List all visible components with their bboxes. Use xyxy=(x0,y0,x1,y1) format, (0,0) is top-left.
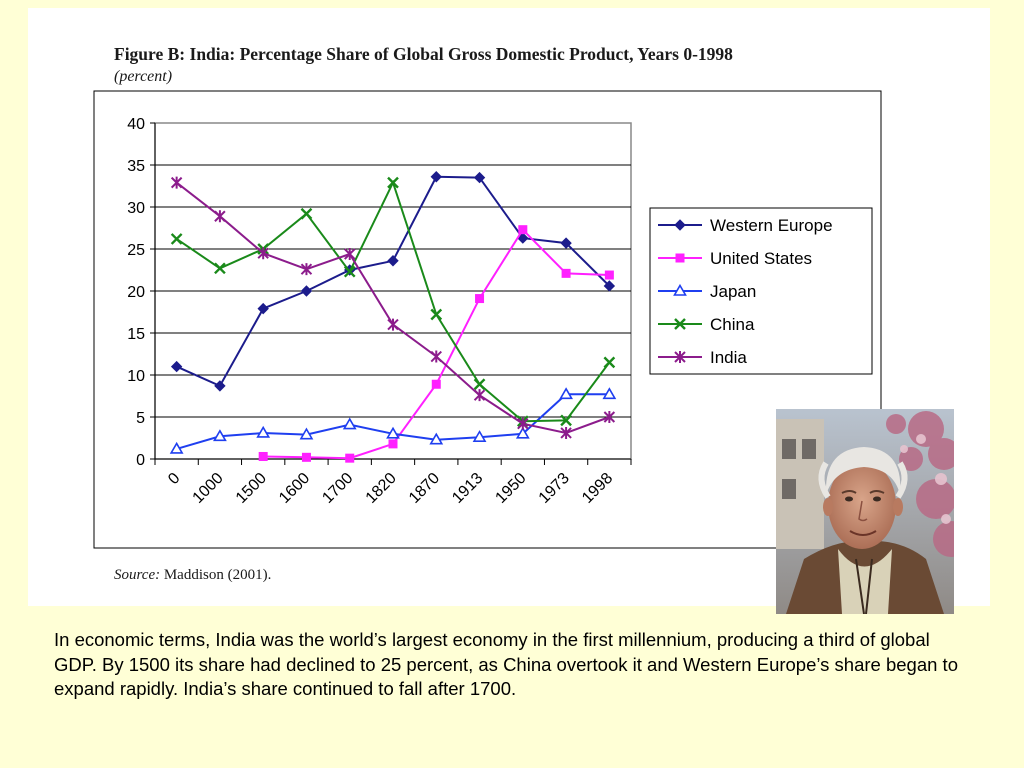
data-point-united-states xyxy=(431,379,441,389)
legend-marker xyxy=(673,283,687,296)
gridlines xyxy=(155,164,631,418)
data-point-china xyxy=(300,207,313,220)
data-point-china xyxy=(560,414,572,427)
y-tick-label: 25 xyxy=(127,242,145,259)
legend-label: India xyxy=(710,348,747,367)
data-point-china xyxy=(603,356,616,369)
data-point-united-states xyxy=(518,225,528,235)
data-point-western-europe xyxy=(430,171,442,183)
source-text: Maddison (2001). xyxy=(163,567,272,583)
data-point-india xyxy=(560,426,572,439)
data-point-united-states xyxy=(301,452,311,462)
y-tick-label: 35 xyxy=(127,158,145,175)
data-point-united-states xyxy=(345,453,355,463)
series-united-states xyxy=(258,225,614,463)
data-point-western-europe xyxy=(473,171,486,184)
data-point-united-states xyxy=(475,294,485,304)
data-point-india xyxy=(430,350,442,363)
data-point-china xyxy=(430,308,443,321)
data-point-western-europe xyxy=(603,280,616,292)
y-tick-label: 30 xyxy=(127,200,145,217)
caption-text: In economic terms, India was the world’s… xyxy=(54,629,958,699)
source-note: Source: Maddison (2001). xyxy=(114,567,271,584)
series-layer xyxy=(169,171,617,463)
legend-label: Western Europe xyxy=(710,216,833,235)
legend-label: United States xyxy=(710,249,812,268)
data-point-china xyxy=(343,265,356,278)
series-india xyxy=(170,176,616,439)
data-point-western-europe xyxy=(257,302,269,315)
data-point-japan xyxy=(515,426,530,439)
chart-title: Figure B: India: Percentage Share of Glo… xyxy=(114,44,733,64)
legend-item-japan: Japan xyxy=(658,282,756,301)
y-tick-label: 5 xyxy=(136,410,145,427)
data-point-india xyxy=(517,417,529,430)
data-point-western-europe xyxy=(560,237,572,249)
legend-marker xyxy=(674,351,686,363)
y-axis: 0 5 10 15 20 25 30 35 40 xyxy=(127,116,156,469)
y-tick-label: 40 xyxy=(127,116,145,133)
legend: Western Europe United States Japan China Ind… xyxy=(649,207,873,375)
data-point-japan xyxy=(169,441,184,454)
legend-marker xyxy=(674,219,686,231)
data-point-india xyxy=(170,176,183,189)
data-point-india xyxy=(344,248,356,261)
legend-marker xyxy=(675,253,685,263)
legend-item-china: China xyxy=(658,315,755,334)
data-point-india xyxy=(603,411,616,423)
data-point-western-europe xyxy=(387,255,399,267)
data-point-china xyxy=(170,233,183,245)
data-point-japan xyxy=(429,432,444,445)
data-point-japan xyxy=(342,417,357,430)
data-point-india xyxy=(300,263,313,276)
data-point-china xyxy=(214,262,226,275)
y-tick-label: 20 xyxy=(127,284,145,301)
y-tick-label: 0 xyxy=(136,452,145,469)
legend-label: China xyxy=(710,315,755,334)
portrait-photo xyxy=(776,409,954,614)
legend-item-united-states: United States xyxy=(658,249,812,268)
data-point-japan xyxy=(213,429,227,442)
data-point-western-europe xyxy=(300,285,313,297)
chart-subtitle: (percent) xyxy=(114,68,173,85)
legend-item-india: India xyxy=(658,348,747,367)
data-point-japan xyxy=(256,425,271,438)
data-point-japan xyxy=(472,430,487,442)
source-label: Source: xyxy=(114,567,161,583)
figure-panel: Figure B: India: Percentage Share of Glo… xyxy=(28,8,990,606)
data-point-united-states xyxy=(258,451,268,461)
data-point-japan xyxy=(559,387,573,400)
data-point-india xyxy=(387,318,399,331)
data-point-united-states xyxy=(561,268,571,278)
legend-label: Japan xyxy=(710,282,756,301)
data-point-india xyxy=(257,247,269,260)
y-tick-label: 15 xyxy=(127,326,145,343)
data-point-united-states xyxy=(604,270,614,280)
data-point-japan xyxy=(299,427,314,440)
data-point-china xyxy=(387,176,399,189)
data-point-western-europe xyxy=(170,360,183,373)
legend-marker xyxy=(674,318,686,330)
data-point-japan xyxy=(386,426,400,439)
legend-item-western-europe: Western Europe xyxy=(658,216,833,235)
y-tick-label: 10 xyxy=(127,368,145,385)
data-point-western-europe xyxy=(214,380,226,392)
data-point-japan xyxy=(602,387,617,400)
data-point-united-states xyxy=(388,439,398,449)
data-point-india xyxy=(473,389,486,402)
data-point-india xyxy=(214,210,226,223)
data-point-china xyxy=(473,378,486,391)
